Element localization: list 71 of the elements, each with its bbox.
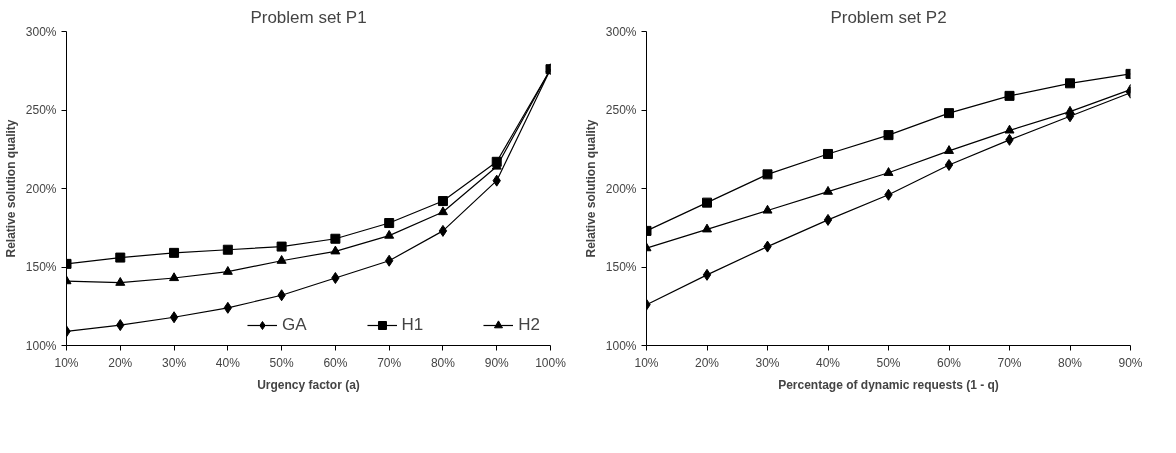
x-tick-label: 10% [634,355,659,370]
x-tick-label: 60% [936,355,962,370]
x-tick-label: 80% [430,355,456,370]
point [169,272,180,282]
y-axis-title: Relative solution quality [3,119,18,258]
point [944,108,954,119]
point [1065,78,1075,89]
point [384,229,395,239]
chart-title: Problem set P2 [830,7,947,27]
point [823,148,833,159]
y-tick-label: 250% [25,103,57,117]
point [222,244,233,255]
y-tick-label: 100% [605,338,637,353]
y-tick-label: 300% [25,24,57,39]
point [1065,105,1075,115]
x-tick-label: 50% [876,355,901,370]
point [944,158,954,171]
point [330,233,341,244]
x-tick-label: 70% [377,355,402,370]
x-tick-label: 30% [755,355,780,370]
point [169,247,180,258]
y-tick-label: 100% [25,338,57,353]
y-tick-label: 200% [25,181,57,196]
x-tick-label: 90% [1118,355,1143,370]
point [823,185,833,195]
x-tick-label: 20% [694,355,720,370]
x-tick-label: 10% [54,355,79,370]
legend-label: H1 [401,315,424,335]
point [330,245,341,255]
x-tick-label: 30% [162,355,187,370]
point [1004,124,1015,134]
point [115,252,126,263]
point [823,213,833,226]
point [384,218,395,229]
point [276,241,287,252]
x-tick-label: 70% [997,355,1022,370]
point [702,223,712,233]
point [437,196,448,207]
x-axis-title: Urgency factor (a) [257,377,360,392]
x-tick-label: 80% [1057,355,1083,370]
point [276,255,287,264]
point [115,277,126,286]
point [169,311,179,324]
point [883,167,894,176]
x-tick-label: 100% [535,355,567,370]
point [883,130,894,141]
chart-title: Problem set P1 [250,7,367,27]
y-axis-title: Relative solution quality [583,119,598,258]
legend-label: H2 [518,315,540,335]
y-tick-label: 150% [605,260,637,274]
x-tick-label: 60% [323,355,348,370]
x-tick-label: 50% [269,355,294,370]
point [437,206,448,216]
y-tick-label: 250% [605,103,637,117]
y-tick-label: 200% [605,181,637,196]
x-tick-label: 40% [815,355,841,370]
point [702,197,712,208]
x-axis-title: Percentage of dynamic requests (1 - q) [778,377,999,392]
point [762,169,773,180]
point [438,224,448,237]
legend-label: GA [281,315,307,335]
x-tick-label: 90% [484,355,510,370]
point [1004,90,1015,101]
y-tick-label: 300% [605,24,637,39]
point [222,266,233,275]
x-tick-label: 40% [215,355,241,370]
y-tick-label: 150% [25,260,57,274]
x-tick-label: 20% [108,355,133,370]
point [702,268,712,281]
point [944,145,954,154]
point [762,204,773,214]
